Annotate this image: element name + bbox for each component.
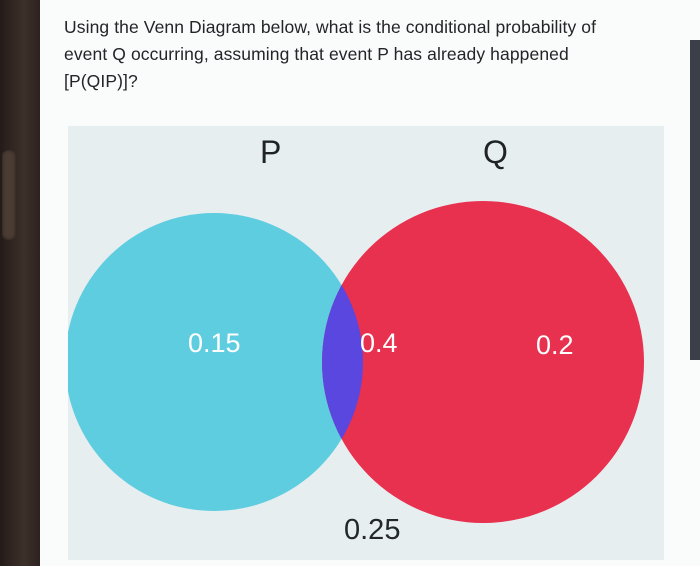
set-q-label: Q: [483, 134, 508, 170]
intersection-value: 0.4: [360, 328, 398, 358]
venn-svg: [68, 201, 644, 523]
device-bezel: [0, 0, 40, 566]
set-p-circle: [68, 213, 363, 511]
set-q-circle: [322, 201, 644, 523]
question-text: Using the Venn Diagram below, what is th…: [64, 17, 597, 91]
screen: Using the Venn Diagram below, what is th…: [40, 0, 700, 566]
only-p-value: 0.15: [188, 328, 241, 358]
only-q-value: 0.2: [536, 330, 574, 360]
venn-diagram: P Q 0.15 0.4 0.2 0.25: [68, 126, 664, 560]
outside-value: 0.25: [344, 514, 401, 546]
set-p-label: P: [260, 134, 282, 170]
device-edge-handle: [2, 150, 16, 240]
scrollbar-thumb[interactable]: [690, 40, 700, 360]
